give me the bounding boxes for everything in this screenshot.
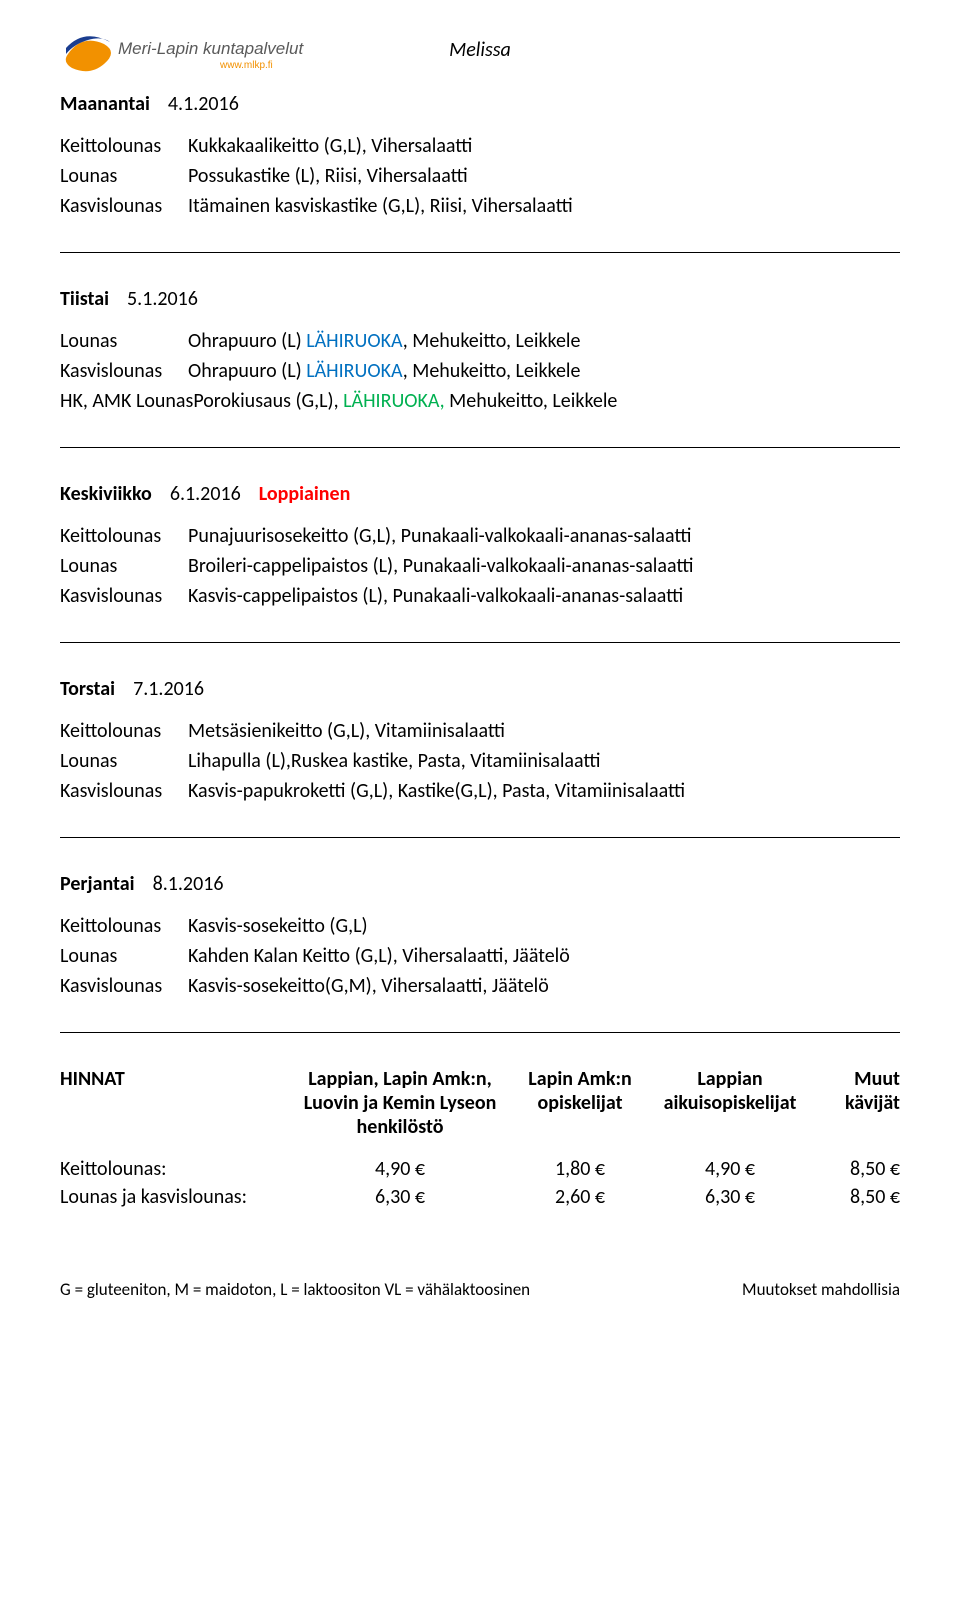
highlight-text: LÄHIRUOKA: [306, 329, 403, 353]
prices-header: HINNAT Lappian, Lapin Amk:n, Luovin ja K…: [60, 1067, 900, 1139]
meal-label: Lounas: [60, 749, 188, 773]
prices-col: Muut kävijät: [810, 1067, 900, 1115]
text: aikuisopiskelijat: [650, 1091, 810, 1115]
day-date-thu: 7.1.2016: [133, 677, 204, 701]
price-label: Lounas ja kasvislounas:: [60, 1185, 290, 1209]
text: Porokiusaus (G,L),: [193, 389, 343, 413]
highlight-text: LÄHIRUOKA,: [343, 389, 449, 413]
price-value: 6,30 €: [290, 1185, 510, 1209]
meal-text: Broileri-cappelipaistos (L), Punakaali-v…: [188, 554, 693, 578]
text: Luovin ja Kemin Lyseon: [290, 1091, 510, 1115]
text: , Mehukeitto, Leikkele: [403, 329, 581, 353]
text: Ohrapuuro (L): [188, 329, 306, 353]
price-value: 8,50 €: [810, 1157, 900, 1181]
day-label-mon: Maanantai: [60, 92, 150, 116]
meal-text: Kukkakaalikeitto (G,L), Vihersalaatti: [188, 134, 472, 158]
prices-col: Lappian, Lapin Amk:n, Luovin ja Kemin Ly…: [290, 1067, 510, 1139]
footer: G = gluteeniton, M = maidoton, L = lakto…: [60, 1279, 900, 1300]
meal-label: Kasvislounas: [60, 359, 188, 383]
divider: [60, 837, 900, 838]
meal-label: Kasvislounas: [60, 584, 188, 608]
divider: [60, 642, 900, 643]
prices-col: Lappian aikuisopiskelijat: [650, 1067, 810, 1115]
meal-label: Keittolounas: [60, 719, 188, 743]
holiday-tag: Loppiainen: [259, 482, 351, 506]
meal-label: Keittolounas: [60, 134, 188, 158]
divider: [60, 447, 900, 448]
text: Ohrapuuro (L): [188, 359, 306, 383]
meal-text: Kasvis-sosekeitto (G,L): [188, 914, 368, 938]
text: opiskelijat: [510, 1091, 650, 1115]
day-date-wed: 6.1.2016: [170, 482, 241, 506]
meal-text: Ohrapuuro (L) LÄHIRUOKA, Mehukeitto, Lei…: [188, 329, 580, 353]
meal-label: Kasvislounas: [60, 194, 188, 218]
divider: [60, 252, 900, 253]
page-title: Melissa: [449, 38, 511, 62]
highlight-text: LÄHIRUOKA: [306, 359, 403, 383]
price-value: 6,30 €: [650, 1185, 810, 1209]
text: Lappian: [650, 1067, 810, 1091]
meal-label: Keittolounas: [60, 914, 188, 938]
meal-text: Lihapulla (L),Ruskea kastike, Pasta, Vit…: [188, 749, 601, 773]
meal-text: Kasvis-sosekeitto(G,M), Vihersalaatti, J…: [188, 974, 549, 998]
price-value: 1,80 €: [510, 1157, 650, 1181]
footer-left: G = gluteeniton, M = maidoton, L = lakto…: [60, 1279, 530, 1300]
meal-text: Punajuurisosekeitto (G,L), Punakaali-val…: [188, 524, 691, 548]
meal-label: Keittolounas: [60, 524, 188, 548]
meal-text: Possukastike (L), Riisi, Vihersalaatti: [188, 164, 468, 188]
footer-right: Muutokset mahdollisia: [742, 1279, 900, 1300]
prices-col: Lapin Amk:n opiskelijat: [510, 1067, 650, 1115]
meal-text: Kahden Kalan Keitto (G,L), Vihersalaatti…: [188, 944, 570, 968]
price-row: Lounas ja kasvislounas: 6,30 € 2,60 € 6,…: [60, 1185, 900, 1209]
day-date-tue: 5.1.2016: [127, 287, 198, 311]
price-value: 4,90 €: [650, 1157, 810, 1181]
day-label-tue: Tiistai: [60, 287, 109, 311]
logo: Meri-Lapin kuntapalvelut www.mlkp.fi: [60, 30, 330, 88]
text: Lappian, Lapin Amk:n,: [290, 1067, 510, 1091]
meal-text: Metsäsienikeitto (G,L), Vitamiinisalaatt…: [188, 719, 505, 743]
meal-text: Porokiusaus (G,L), LÄHIRUOKA, Mehukeitto…: [193, 389, 617, 413]
logo-url: www.mlkp.fi: [219, 60, 273, 71]
day-date-fri: 8.1.2016: [153, 872, 224, 896]
meal-label: Lounas: [60, 944, 188, 968]
meal-text: Itämainen kasviskastike (G,L), Riisi, Vi…: [188, 194, 573, 218]
price-value: 8,50 €: [810, 1185, 900, 1209]
meal-label: Lounas: [60, 329, 188, 353]
price-row: Keittolounas: 4,90 € 1,80 € 4,90 € 8,50 …: [60, 1157, 900, 1181]
meal-text: Ohrapuuro (L) LÄHIRUOKA, Mehukeitto, Lei…: [188, 359, 580, 383]
logo-text: Meri-Lapin kuntapalvelut: [118, 39, 304, 58]
day-label-thu: Torstai: [60, 677, 115, 701]
divider: [60, 1032, 900, 1033]
meal-label: Kasvislounas: [60, 974, 188, 998]
text: , Mehukeitto, Leikkele: [403, 359, 581, 383]
meal-text: Kasvis-cappelipaistos (L), Punakaali-val…: [188, 584, 683, 608]
price-value: 2,60 €: [510, 1185, 650, 1209]
price-value: 4,90 €: [290, 1157, 510, 1181]
text: Lapin Amk:n: [510, 1067, 650, 1091]
meal-label: Lounas: [60, 164, 188, 188]
text: Mehukeitto, Leikkele: [449, 389, 617, 413]
day-label-fri: Perjantai: [60, 872, 135, 896]
meal-label: Kasvislounas: [60, 779, 188, 803]
prices-title: HINNAT: [60, 1067, 290, 1091]
day-label-wed: Keskiviikko: [60, 482, 152, 506]
text: henkilöstö: [290, 1115, 510, 1139]
meal-text: Kasvis-papukroketti (G,L), Kastike(G,L),…: [188, 779, 685, 803]
meal-label: HK, AMK Lounas: [60, 389, 193, 413]
price-label: Keittolounas:: [60, 1157, 290, 1181]
meal-label: Lounas: [60, 554, 188, 578]
day-date-mon: 4.1.2016: [168, 92, 239, 116]
